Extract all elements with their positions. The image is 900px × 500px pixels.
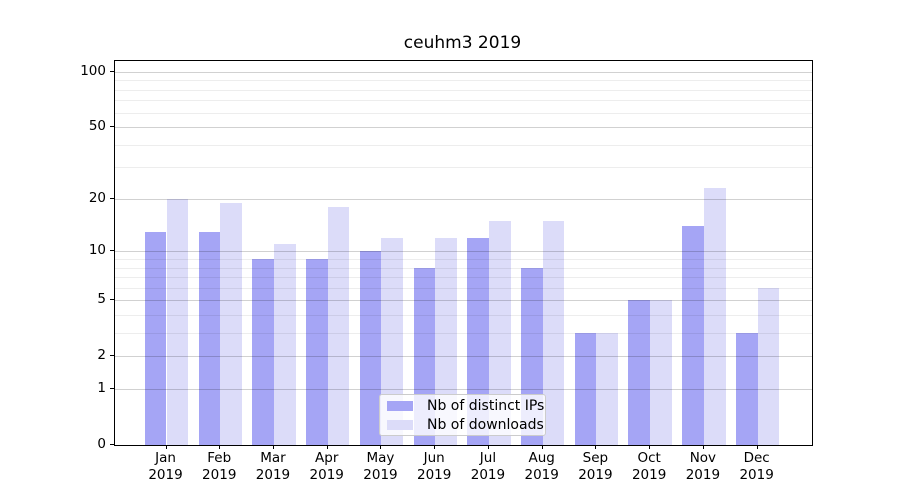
bar-distinct-ips-jul	[467, 237, 489, 446]
legend-entry-downloads: Nb of downloads	[387, 417, 544, 433]
x-tick-mark-may	[380, 445, 382, 450]
x-tick-mark-oct	[649, 445, 651, 450]
gridline-30	[115, 167, 812, 169]
gridline-6	[115, 287, 812, 289]
x-tick-mark-jul	[487, 445, 489, 450]
bar-distinct-ips-feb	[198, 231, 221, 446]
bar-distinct-ips-oct	[628, 300, 651, 446]
x-tick-label-nov: Nov 2019	[685, 450, 721, 484]
y-tick-mark-5	[110, 299, 114, 301]
bar-downloads-nov	[703, 188, 726, 446]
x-tick-mark-feb	[219, 445, 221, 450]
gridline-8	[115, 267, 812, 269]
y-tick-label-50: 50	[88, 118, 106, 135]
gridline-100	[115, 71, 812, 73]
gridline-10	[115, 251, 812, 253]
y-tick-mark-50	[110, 126, 114, 128]
bar-distinct-ips-sep	[574, 333, 597, 446]
plot-area	[114, 60, 813, 446]
y-tick-label-20: 20	[88, 189, 106, 206]
x-tick-label-jun: Jun 2019	[417, 450, 452, 484]
bar-downloads-jul	[488, 220, 511, 446]
y-tick-label-2: 2	[97, 347, 106, 364]
bar-downloads-sep	[596, 333, 619, 446]
bar-downloads-jan	[166, 198, 189, 446]
y-tick-mark-20	[110, 197, 114, 199]
y-tick-label-100: 100	[80, 62, 106, 79]
bar-distinct-ips-may	[359, 251, 382, 446]
x-tick-mark-apr	[326, 445, 328, 450]
y-tick-mark-0	[110, 444, 114, 446]
x-tick-label-jul: Jul 2019	[470, 450, 506, 484]
legend: Nb of distinct IPs Nb of downloads	[379, 394, 546, 436]
bar-downloads-apr	[327, 207, 350, 446]
x-tick-mark-sep	[595, 445, 597, 450]
gridline-7	[115, 277, 812, 279]
y-tick-mark-2	[110, 355, 114, 357]
chart-title: ceuhm3 2019	[403, 33, 522, 53]
y-tick-label-0: 0	[97, 436, 106, 453]
bar-distinct-ips-mar	[252, 259, 274, 446]
gridline-50	[115, 127, 812, 129]
x-tick-label-dec: Dec 2019	[739, 450, 774, 484]
gridline-90	[115, 80, 812, 82]
x-tick-mark-jan	[165, 445, 167, 450]
gridline-80	[115, 89, 812, 91]
gridline-60	[115, 112, 812, 114]
bar-downloads-dec	[757, 287, 780, 446]
bar-distinct-ips-dec	[735, 333, 758, 446]
x-tick-mark-mar	[272, 445, 274, 450]
bar-downloads-oct	[650, 300, 672, 446]
y-tick-mark-10	[110, 250, 114, 252]
bar-downloads-jun	[435, 237, 457, 446]
gridline-9	[115, 259, 812, 260]
x-tick-label-sep: Sep 2019	[578, 450, 613, 484]
legend-label-downloads: Nb of downloads	[427, 416, 544, 433]
gridline-5	[115, 300, 812, 302]
x-tick-label-jan: Jan 2019	[148, 450, 183, 484]
gridline-20	[115, 198, 812, 200]
x-tick-label-may: May 2019	[363, 450, 398, 484]
x-tick-label-mar: Mar 2019	[255, 450, 291, 484]
bar-distinct-ips-apr	[306, 259, 328, 446]
x-tick-mark-nov	[702, 445, 704, 450]
x-tick-label-apr: Apr 2019	[309, 450, 344, 484]
legend-swatch-downloads	[387, 419, 413, 430]
x-tick-label-oct: Oct 2019	[631, 450, 667, 484]
y-tick-mark-1	[110, 388, 114, 390]
y-tick-label-10: 10	[88, 242, 106, 259]
y-tick-label-5: 5	[97, 291, 106, 308]
legend-entry-distinct-ips: Nb of distinct IPs	[387, 398, 544, 414]
gridline-3	[115, 333, 812, 335]
x-tick-mark-dec	[756, 445, 758, 450]
legend-swatch-distinct-ips	[387, 400, 413, 411]
bar-downloads-mar	[273, 244, 296, 446]
legend-label-distinct-ips: Nb of distinct IPs	[427, 397, 545, 414]
y-tick-mark-100	[110, 70, 114, 72]
x-tick-label-feb: Feb 2019	[202, 450, 237, 484]
gridline-70	[115, 100, 812, 102]
x-tick-mark-aug	[541, 445, 543, 450]
bar-distinct-ips-nov	[682, 226, 704, 446]
x-tick-label-aug: Aug 2019	[524, 450, 559, 484]
x-tick-mark-jun	[434, 445, 436, 450]
y-tick-label-1: 1	[97, 380, 106, 397]
bar-downloads-aug	[542, 220, 565, 446]
bar-downloads-feb	[220, 202, 242, 446]
bar-distinct-ips-jan	[144, 231, 167, 446]
gridline-1	[115, 389, 812, 391]
gridline-40	[115, 144, 812, 146]
gridline-2	[115, 356, 812, 358]
bar-downloads-may	[381, 237, 404, 446]
gridline-4	[115, 315, 812, 317]
